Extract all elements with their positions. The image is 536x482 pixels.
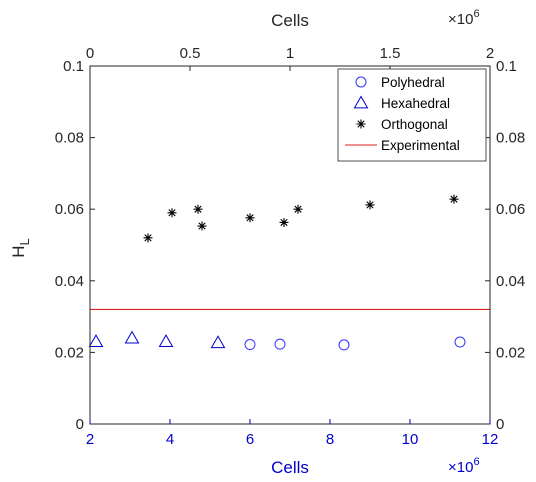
- orthogonal-point: [167, 208, 177, 218]
- polyhedral-point: [274, 338, 286, 350]
- y-tick-label-left: 0: [76, 416, 84, 433]
- x-bottom-tick-label: 6: [246, 431, 254, 448]
- orthogonal-point: [245, 213, 255, 223]
- y-tick-label-right: 0: [496, 416, 504, 433]
- y-axis-label: HL: [9, 238, 32, 258]
- legend-polyhedral-swatch: [355, 76, 367, 88]
- legend-polyhedral-label: Polyhedral: [381, 75, 445, 90]
- x-top-exponent: ×106: [448, 8, 480, 28]
- legend-box: [337, 68, 487, 162]
- hexahedral-point: [210, 335, 226, 349]
- axis-ticks: 0 0 0.02 0.02 0.04 0.04 0.06 0.06 0.08 0.08 0.1 0.1…: [55, 45, 525, 448]
- x-bottom-tick-label: 4: [166, 431, 174, 448]
- legend: Polyhedral Hexahedral Orthogonal Experiment…: [337, 68, 487, 162]
- x-axis-label-bottom: Cells: [271, 458, 309, 477]
- svg-text:HL: HL: [9, 238, 32, 258]
- x-top-exponent-power: 6: [473, 8, 479, 20]
- y-axis-label-main: H: [9, 245, 28, 257]
- orthogonal-point: [293, 204, 303, 214]
- y-axis-label-sub: L: [17, 238, 32, 245]
- x-axis-label-top: Cells: [271, 11, 309, 30]
- legend-orthogonal-swatch: [356, 119, 366, 129]
- x-top-tick-label: 2: [486, 45, 494, 62]
- legend-experimental-label: Experimental: [381, 138, 460, 153]
- orthogonal-point: [197, 221, 207, 231]
- y-tick-label-left: 0.02: [55, 344, 84, 361]
- hexahedral-point: [124, 330, 140, 344]
- y-tick-label-left: 0.08: [55, 130, 84, 147]
- x-top-tick-label: 0: [86, 45, 94, 62]
- y-tick-label-right: 0.06: [496, 201, 525, 218]
- x-top-exponent-base: ×10: [448, 11, 473, 28]
- legend-hexahedral-label: Hexahedral: [381, 96, 450, 111]
- data-marks: [88, 194, 490, 351]
- orthogonal-point: [193, 204, 203, 214]
- hexahedral-point: [158, 334, 174, 348]
- y-tick-label-right: 0.02: [496, 344, 525, 361]
- x-bottom-exponent-base: ×10: [448, 459, 473, 476]
- orthogonal-point: [365, 200, 375, 210]
- legend-orthogonal-label: Orthogonal: [381, 117, 448, 132]
- x-bottom-exponent: ×106: [448, 456, 480, 476]
- x-bottom-tick-label: 10: [402, 431, 419, 448]
- y-tick-label-left: 0.1: [63, 58, 84, 75]
- orthogonal-point: [279, 217, 289, 227]
- svg-text:×106: ×106: [448, 8, 480, 28]
- legend-hexahedral-swatch: [353, 95, 369, 109]
- polyhedral-point: [454, 336, 466, 348]
- polyhedral-point: [338, 339, 350, 351]
- y-tick-label-right: 0.04: [496, 273, 525, 290]
- x-bottom-tick-label: 2: [86, 431, 94, 448]
- svg-text:×106: ×106: [448, 456, 480, 476]
- y-tick-label-left: 0.04: [55, 273, 84, 290]
- polyhedral-point: [244, 339, 256, 351]
- hexahedral-point: [88, 334, 104, 348]
- x-bottom-exponent-power: 6: [473, 456, 479, 468]
- orthogonal-point: [449, 194, 459, 204]
- orthogonal-point: [143, 233, 153, 243]
- y-tick-label-right: 0.08: [496, 130, 525, 147]
- x-bottom-tick-label: 12: [482, 431, 499, 448]
- y-tick-label-right: 0.1: [496, 58, 517, 75]
- x-top-tick-label: 1: [286, 45, 294, 62]
- x-bottom-tick-label: 8: [326, 431, 334, 448]
- y-tick-label-left: 0.06: [55, 201, 84, 218]
- x-top-tick-label: 0.5: [180, 45, 201, 62]
- x-top-tick-label: 1.5: [380, 45, 401, 62]
